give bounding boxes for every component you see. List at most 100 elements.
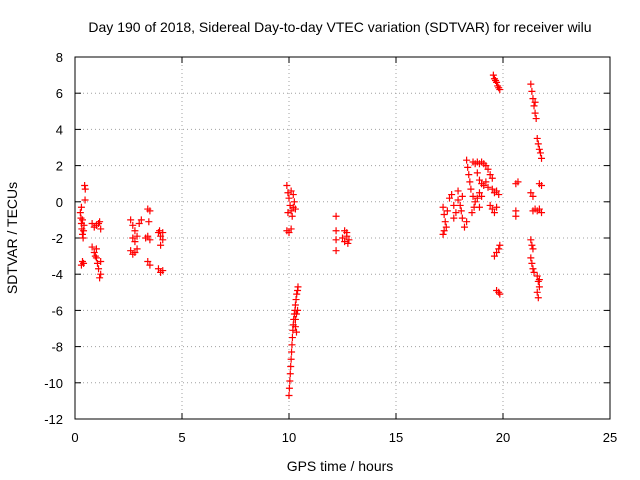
data-point [284, 209, 292, 217]
y-tick-label: 0 [56, 195, 63, 210]
data-point [81, 182, 89, 190]
data-point [512, 212, 520, 220]
data-point [284, 189, 292, 197]
grid-lines [75, 57, 610, 419]
data-point [88, 220, 96, 228]
y-tick-label: -10 [44, 376, 63, 391]
data-point [478, 192, 486, 200]
data-point [440, 227, 448, 235]
data-point [286, 377, 294, 385]
data-point [137, 216, 145, 224]
data-point [80, 259, 88, 267]
data-point [92, 245, 100, 253]
data-point [535, 205, 543, 213]
data-point [529, 265, 537, 273]
data-point [527, 189, 535, 197]
data-point [458, 214, 466, 222]
data-point [528, 259, 536, 267]
data-point [77, 203, 85, 211]
data-point [535, 276, 543, 284]
data-point [129, 221, 137, 229]
data-point [446, 194, 453, 202]
data-point [156, 227, 164, 235]
data-point [332, 212, 340, 220]
data-point [454, 187, 462, 195]
data-point [457, 207, 465, 215]
plot-frame [74, 56, 611, 420]
data-point [91, 252, 99, 260]
data-point [527, 254, 535, 262]
data-point [463, 218, 471, 226]
data-point [493, 248, 501, 256]
data-point [145, 218, 153, 226]
data-point [460, 223, 468, 231]
data-point [287, 225, 295, 233]
data-point [528, 87, 536, 95]
data-point [534, 277, 542, 285]
data-point [78, 230, 86, 238]
data-point [533, 134, 541, 142]
data-point [469, 192, 477, 200]
data-point [529, 207, 537, 215]
data-point [159, 229, 167, 237]
data-point [283, 182, 291, 190]
data-point [287, 363, 295, 371]
data-point [285, 194, 293, 202]
data-point [475, 203, 483, 211]
data-point [466, 178, 474, 186]
data-point [291, 301, 299, 309]
data-point [534, 294, 542, 302]
data-point [154, 265, 162, 273]
data-point [286, 201, 294, 209]
data-point [133, 245, 141, 253]
data-point [159, 267, 167, 275]
data-point [289, 191, 297, 199]
data-point [146, 261, 154, 269]
data-point [440, 210, 448, 218]
data-point [495, 245, 503, 253]
data-point [96, 218, 104, 226]
data-point [286, 370, 294, 378]
y-tick-label: 8 [56, 50, 63, 65]
data-point [157, 232, 165, 240]
y-tick-label: -2 [51, 231, 63, 246]
x-axis-label: GPS time / hours [287, 458, 394, 474]
data-point [288, 348, 296, 356]
data-point [291, 315, 299, 323]
data-point [93, 259, 101, 267]
data-point [88, 243, 96, 251]
data-point [534, 140, 542, 148]
data-point [78, 258, 86, 266]
data-point [465, 171, 473, 179]
data-point [133, 232, 141, 240]
data-point [81, 185, 89, 193]
data-point [538, 182, 546, 190]
data-point [159, 236, 167, 244]
data-point [127, 247, 135, 255]
data-point [475, 176, 483, 184]
data-point [81, 196, 89, 204]
data-point [292, 328, 300, 336]
data-point [90, 248, 98, 256]
data-point [127, 216, 135, 224]
y-tick-label: -4 [51, 267, 63, 282]
data-point [287, 187, 295, 195]
y-tick-label: -6 [51, 303, 63, 318]
data-point [530, 102, 538, 110]
data-point [484, 165, 492, 173]
data-point [488, 185, 496, 193]
data-point [533, 272, 541, 280]
data-point [489, 71, 497, 79]
data-point [332, 227, 340, 235]
data-point [441, 218, 449, 226]
data-point [95, 265, 103, 273]
data-point [482, 178, 490, 186]
data-point [484, 183, 492, 191]
data-point [131, 227, 139, 235]
data-points [76, 71, 546, 399]
data-point [450, 214, 458, 222]
data-point [288, 212, 296, 220]
data-point [529, 95, 537, 103]
data-point [490, 209, 498, 217]
